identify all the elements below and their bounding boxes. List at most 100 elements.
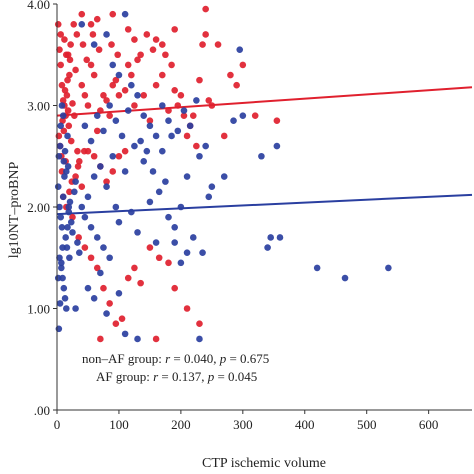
non-af-point (146, 198, 154, 206)
non-af-point (106, 102, 113, 109)
non-af-point (67, 218, 75, 226)
af-point (78, 183, 86, 190)
af-point (171, 284, 178, 292)
af-point (183, 132, 191, 140)
af-point (140, 92, 148, 99)
non-af-point (106, 254, 113, 262)
non-af-point (115, 71, 123, 79)
non-af-point (158, 147, 166, 155)
non-af-point (109, 152, 117, 160)
af-point (54, 21, 62, 28)
af-point (81, 92, 89, 99)
af-point (66, 56, 74, 64)
non-af-point (109, 61, 117, 69)
af-point (189, 112, 197, 119)
af-point (100, 284, 107, 292)
af-point (134, 56, 141, 64)
non-af-point (81, 213, 89, 221)
annotation-non-af-prefix: non–AF group: (82, 351, 165, 366)
non-af-point (134, 335, 141, 343)
non-af-point (103, 183, 110, 190)
y-tick-label: 2.00 (27, 200, 50, 215)
annotation-af-r-symbol: r (153, 369, 159, 384)
af-point (128, 71, 135, 79)
af-point (90, 71, 98, 79)
non-af-point (168, 132, 175, 140)
non-af-point (75, 249, 83, 256)
non-af-point (155, 188, 163, 196)
af-point (93, 127, 101, 135)
ticks: 0 100 200 300 400 500 600 .00 1.00 2.00 3.00 4.00 (27, 0, 438, 432)
af-point (158, 71, 166, 79)
annotation-non-af-p-value: = 0.675 (226, 351, 269, 366)
af-point (165, 107, 172, 114)
non-af-point (103, 31, 110, 38)
x-axis-label: CTP ischemic volume (202, 456, 326, 471)
non-af-point (87, 224, 95, 231)
non-af-point (177, 259, 185, 267)
annotation-non-af-r-symbol: r (165, 351, 171, 366)
non-af-point (57, 122, 65, 130)
non-af-point (276, 234, 284, 241)
af-point (109, 168, 117, 175)
af-point (158, 41, 166, 48)
af-point (78, 10, 86, 18)
non-af-point (131, 142, 138, 150)
af-point (63, 92, 71, 99)
annotation-af-prefix: AF group: (96, 369, 153, 384)
non-af-point (171, 224, 178, 231)
annotation-non-af: non–AF group: r = 0.040, p = 0.675 (82, 351, 269, 366)
af-point (180, 112, 188, 119)
af-point (214, 41, 222, 48)
x-tick-label: 100 (109, 417, 129, 432)
af-fit-line (56, 86, 473, 117)
af-point (112, 320, 120, 328)
non-af-point (128, 81, 135, 89)
non-af-point (87, 137, 95, 145)
non-af-point (134, 92, 141, 99)
non-af-point (59, 193, 67, 201)
af-point (67, 137, 75, 145)
af-point (251, 112, 259, 119)
x-tick-label: 400 (295, 417, 315, 432)
af-point (57, 61, 65, 69)
af-point (152, 335, 160, 343)
non-af-point (183, 249, 191, 256)
non-af-point (103, 310, 110, 317)
af-point (115, 92, 123, 99)
non-af-point (273, 142, 281, 150)
af-point (124, 26, 132, 33)
af-point (155, 254, 163, 262)
non-af-point (149, 168, 157, 175)
non-af-point (56, 254, 63, 262)
af-point (74, 163, 82, 170)
non-af-point (140, 158, 148, 165)
non-af-point (121, 168, 129, 175)
non-af-point (62, 305, 70, 312)
af-point (202, 5, 209, 13)
af-point (165, 259, 172, 267)
af-point (56, 46, 63, 53)
non-af-point (115, 289, 123, 297)
non-af-point (54, 274, 62, 282)
x-tick-label: 500 (357, 417, 377, 432)
non-af-point (171, 239, 178, 246)
non-af-point (174, 127, 182, 135)
af-point (121, 147, 129, 155)
non-af-point (140, 112, 148, 119)
non-af-point (165, 213, 172, 221)
af-point (115, 152, 123, 160)
non-af-point (152, 239, 160, 246)
non-af-point (78, 21, 86, 28)
non-af-point (220, 173, 228, 180)
non-af-point (56, 203, 63, 211)
af-point (97, 335, 104, 343)
non-af-point (81, 122, 89, 130)
non-af-point (183, 173, 191, 180)
af-point (146, 117, 154, 125)
non-af-point (78, 203, 86, 211)
non-af-point (180, 107, 188, 114)
non-af-point (61, 173, 68, 180)
non-af-point (115, 218, 123, 226)
af-point (90, 152, 98, 160)
